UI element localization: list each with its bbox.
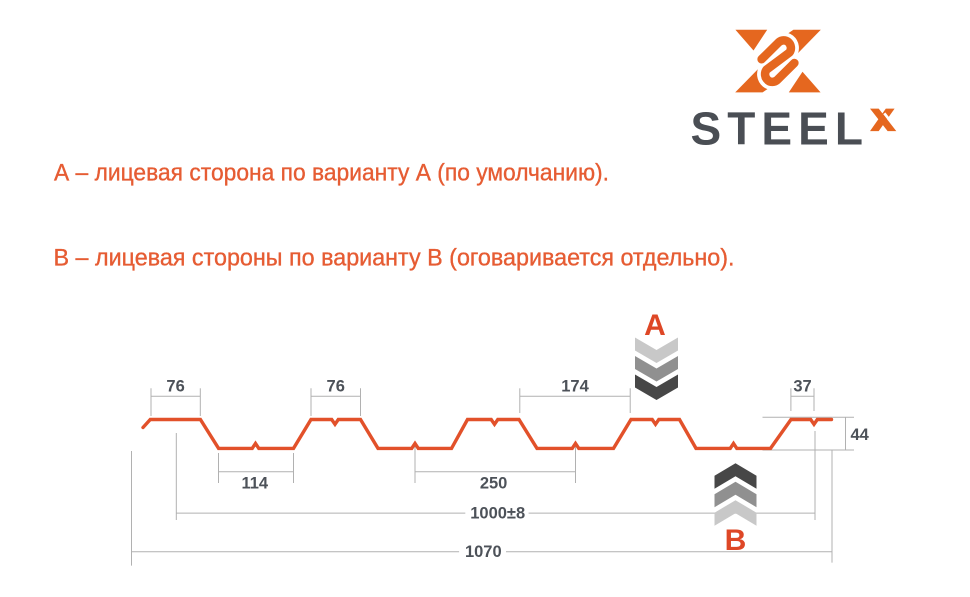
svg-text:B: B <box>725 524 747 557</box>
svg-text:114: 114 <box>241 475 268 493</box>
svg-text:STEEL: STEEL <box>691 103 864 155</box>
svg-text:76: 76 <box>166 378 184 396</box>
svg-text:1000±8: 1000±8 <box>470 505 525 523</box>
svg-text:А – лицевая сторона по вариант: А – лицевая сторона по варианту А (по ум… <box>54 159 609 186</box>
svg-text:76: 76 <box>327 378 345 396</box>
svg-text:A: A <box>644 309 666 342</box>
svg-text:44: 44 <box>851 426 870 444</box>
svg-text:37: 37 <box>793 378 811 396</box>
svg-text:174: 174 <box>561 378 589 396</box>
svg-text:В – лицевая стороны по вариант: В – лицевая стороны по варианту В (огова… <box>54 245 735 272</box>
svg-text:1070: 1070 <box>465 543 502 561</box>
svg-text:250: 250 <box>480 475 508 493</box>
